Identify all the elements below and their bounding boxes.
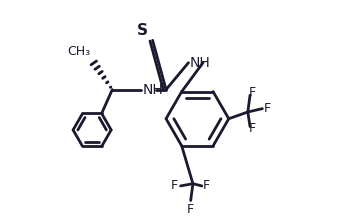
Text: F: F	[171, 179, 178, 192]
Text: NH: NH	[190, 56, 210, 70]
Text: F: F	[249, 122, 256, 135]
Text: NH: NH	[142, 83, 163, 97]
Text: S: S	[137, 23, 148, 38]
Text: CH₃: CH₃	[67, 45, 90, 58]
Text: F: F	[187, 203, 194, 216]
Text: F: F	[264, 102, 271, 115]
Text: F: F	[203, 179, 210, 192]
Text: F: F	[249, 86, 256, 99]
